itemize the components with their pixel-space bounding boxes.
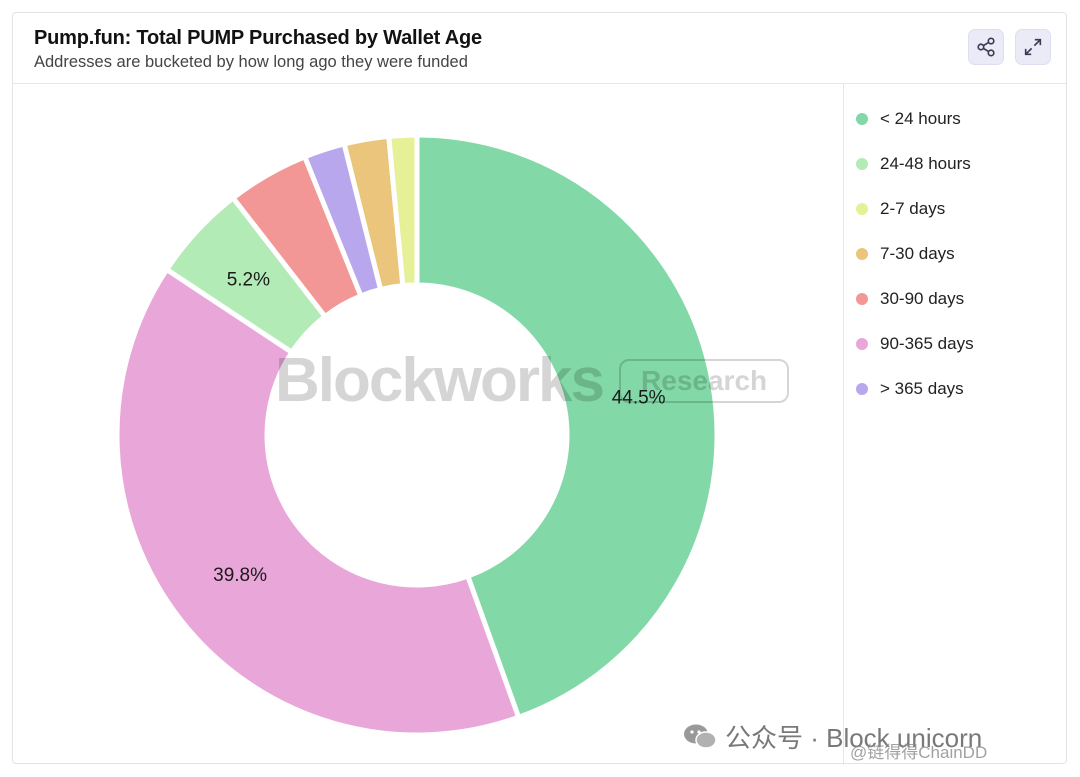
expand-button[interactable] xyxy=(1015,29,1051,65)
data-label: 39.8% xyxy=(213,565,267,586)
wechat-watermark: 公众号 · Block unicorn xyxy=(683,718,982,755)
legend-swatch xyxy=(856,248,868,260)
chart-card: Pump.fun: Total PUMP Purchased by Wallet… xyxy=(12,12,1068,765)
legend-swatch xyxy=(856,203,868,215)
legend-item[interactable]: 24-48 hours xyxy=(844,152,971,176)
wechat-text: 公众号 · Block unicorn xyxy=(725,723,983,753)
legend-label: < 24 hours xyxy=(880,109,961,128)
legend-item[interactable]: 90-365 days xyxy=(844,332,974,356)
legend-swatch xyxy=(856,293,868,305)
donut-chart: 44.5% 39.8% 5.2% xyxy=(114,132,720,738)
legend-swatch xyxy=(856,338,868,350)
legend-item[interactable]: 30-90 days xyxy=(844,287,964,311)
wechat-icon xyxy=(684,724,717,749)
chart-subtitle: Addresses are bucketed by how long ago t… xyxy=(34,53,468,71)
chaindd-watermark: @链得得ChainDD xyxy=(850,743,988,762)
expand-icon xyxy=(1024,38,1042,56)
legend-label: 30-90 days xyxy=(880,289,965,308)
share-icon xyxy=(977,37,995,57)
chart-title: Pump.fun: Total PUMP Purchased by Wallet… xyxy=(34,27,482,49)
legend-label: 2-7 days xyxy=(880,199,946,218)
share-button[interactable] xyxy=(968,29,1004,65)
legend-item[interactable]: 7-30 days xyxy=(844,242,955,266)
donut-slice-24-hours[interactable] xyxy=(414,132,720,720)
legend-swatch xyxy=(856,158,868,170)
data-label: 44.5% xyxy=(612,387,666,408)
donut-slice-90-365-days[interactable] xyxy=(114,267,522,738)
legend-item[interactable]: < 24 hours xyxy=(844,107,961,131)
legend: < 24 hours 24-48 hours 2-7 days 7-30 days 30… xyxy=(843,83,1068,765)
legend-swatch xyxy=(856,383,868,395)
data-label: 5.2% xyxy=(227,270,270,291)
legend-label: 24-48 hours xyxy=(880,154,971,173)
legend-label: 90-365 days xyxy=(880,334,974,353)
legend-item[interactable]: 2-7 days xyxy=(844,197,945,221)
donut-slice-2-7-days[interactable] xyxy=(386,132,420,289)
legend-label: 7-30 days xyxy=(880,244,955,263)
legend-swatch xyxy=(856,113,868,125)
legend-label: > 365 days xyxy=(880,379,964,398)
legend-item[interactable]: > 365 days xyxy=(844,377,964,401)
chart-header: Pump.fun: Total PUMP Purchased by Wallet… xyxy=(13,13,1066,84)
chart-area: 44.5% 39.8% 5.2% xyxy=(13,83,843,765)
